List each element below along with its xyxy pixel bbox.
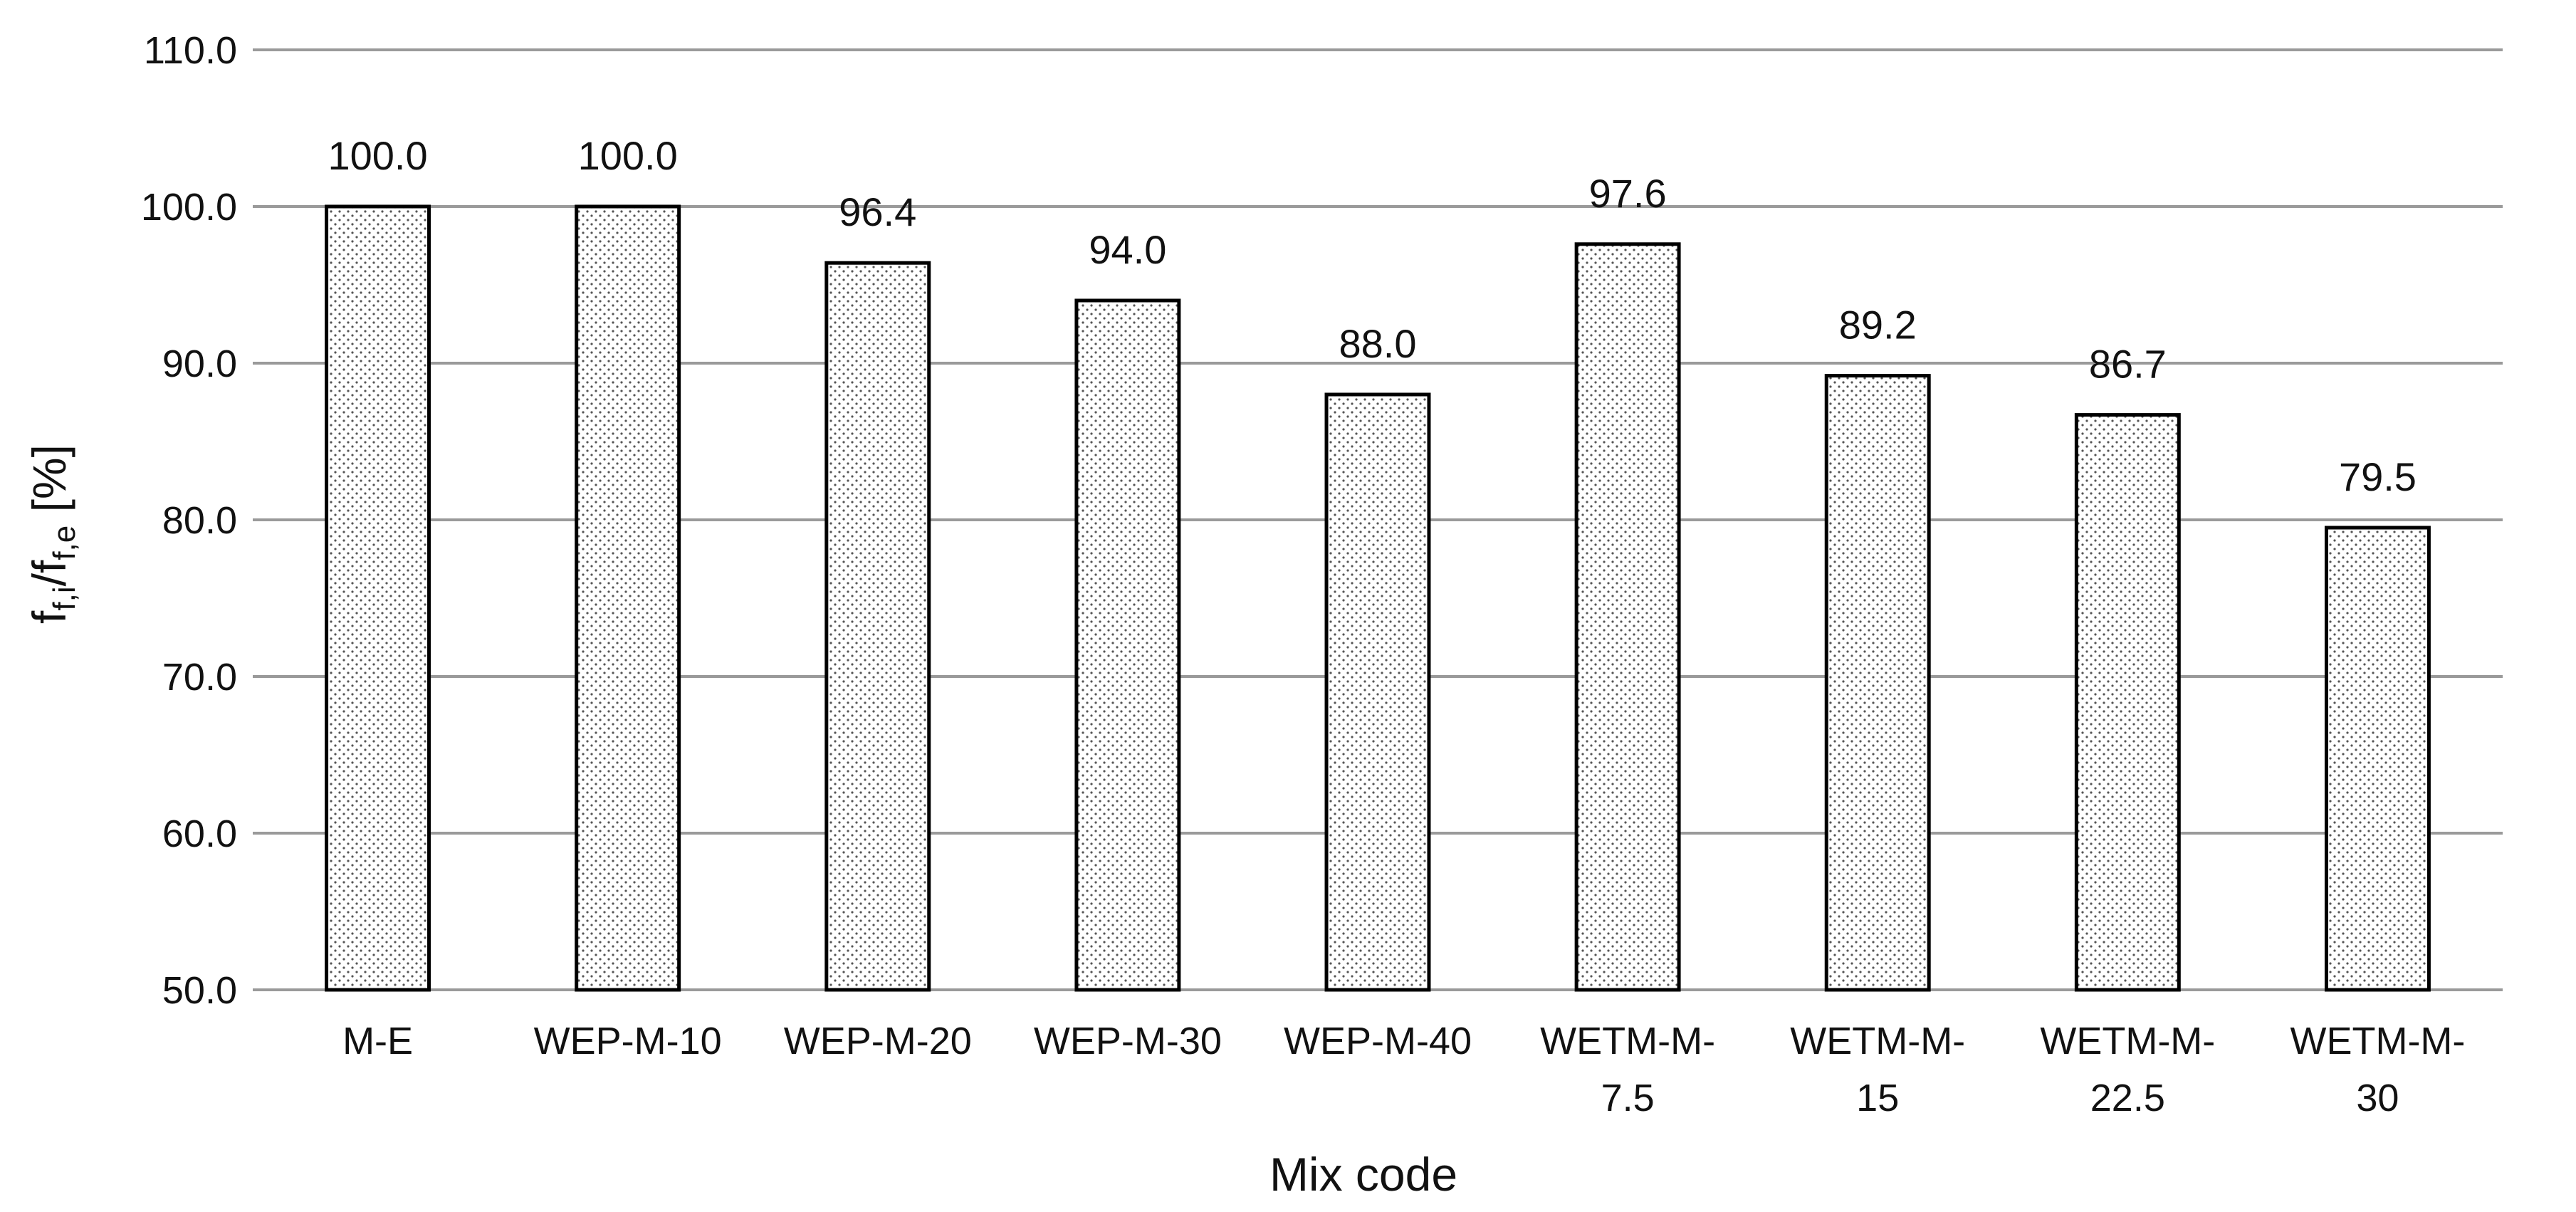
- y-tick-labels: 50.0 60.0 70.0 80.0 90.0 100.0 110.0: [141, 29, 237, 1012]
- data-label: 94.0: [1089, 227, 1166, 272]
- x-tick-label: 22.5: [2090, 1077, 2165, 1119]
- x-tick-label: WETM-M-: [2290, 1020, 2465, 1062]
- y-tick-label: 60.0: [162, 813, 237, 855]
- data-label: 88.0: [1339, 321, 1417, 366]
- y-tick-label: 110.0: [144, 29, 237, 72]
- y-tick-label: 100.0: [141, 186, 237, 229]
- y-axis-title-part: [%]: [23, 444, 75, 526]
- bar: [575, 204, 681, 992]
- bar: [1574, 242, 1681, 992]
- y-tick-label: 70.0: [162, 656, 237, 699]
- y-axis-title-subscript: f,e: [47, 526, 82, 560]
- bar: [1324, 392, 1431, 992]
- data-label: 100.0: [578, 133, 678, 178]
- y-axis-title-part: /f: [23, 560, 75, 586]
- x-tick-labels: M-E WEP-M-10 WEP-M-20 WEP-M-30 WEP-M-40 WETM-…: [342, 1020, 2465, 1119]
- bar: [2074, 413, 2181, 992]
- data-labels: 100.0 100.0 96.4 94.0 88.0 97.6 89.2 86.7 79.5: [328, 133, 2416, 499]
- bar: [2324, 526, 2431, 992]
- y-axis-title: ff,i/ff,e [%]: [23, 444, 82, 624]
- y-axis-title-subscript: f,i: [47, 586, 82, 610]
- y-tick-label: 80.0: [162, 499, 237, 542]
- x-tick-label: 30: [2356, 1077, 2399, 1119]
- x-tick-label: WEP-M-20: [784, 1020, 972, 1062]
- data-label: 86.7: [2089, 342, 2167, 387]
- data-label: 96.4: [839, 189, 916, 234]
- x-tick-label: 7.5: [1601, 1077, 1655, 1119]
- bars: [325, 204, 2431, 992]
- data-label: 89.2: [1839, 303, 1917, 348]
- x-tick-label: WETM-M-: [2040, 1020, 2215, 1062]
- x-tick-label: WEP-M-30: [1034, 1020, 1222, 1062]
- bar: [1824, 374, 1931, 992]
- x-axis-title: Mix code: [1269, 1148, 1457, 1201]
- x-tick-label: WETM-M-: [1790, 1020, 1965, 1062]
- y-tick-label: 50.0: [162, 969, 237, 1012]
- x-tick-label: WEP-M-40: [1284, 1020, 1472, 1062]
- data-label: 79.5: [2339, 454, 2417, 499]
- bar: [824, 261, 931, 992]
- x-tick-label: WETM-M-: [1540, 1020, 1715, 1062]
- bar: [1074, 298, 1181, 992]
- y-tick-label: 90.0: [162, 343, 237, 385]
- x-tick-label: 15: [1856, 1077, 1899, 1119]
- data-label: 97.6: [1589, 171, 1667, 216]
- x-tick-label: WEP-M-10: [534, 1020, 722, 1062]
- data-label: 100.0: [328, 133, 427, 178]
- bar: [325, 204, 431, 992]
- y-axis-title-part: f: [23, 610, 75, 624]
- x-tick-label: M-E: [342, 1020, 413, 1062]
